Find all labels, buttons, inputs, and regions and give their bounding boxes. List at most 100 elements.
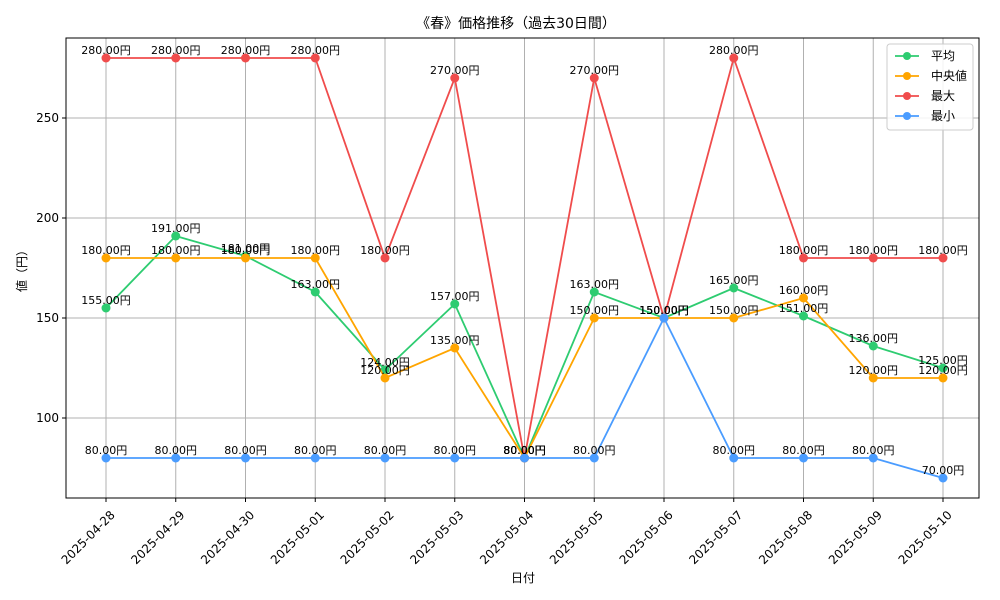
data-label: 150.00円 [570, 304, 620, 317]
data-label: 280.00円 [81, 44, 131, 57]
data-label: 270.00円 [430, 64, 480, 77]
data-label: 180.00円 [81, 244, 131, 257]
data-point [799, 311, 808, 321]
data-point [380, 365, 390, 375]
data-label: 270.00円 [570, 64, 620, 77]
data-point [659, 313, 669, 323]
x-tick-label: 2025-05-04 [477, 508, 536, 567]
data-point [241, 253, 250, 263]
data-point [310, 53, 320, 63]
data-point [938, 253, 948, 263]
data-label: 80.00円 [852, 444, 895, 457]
data-point [868, 253, 878, 263]
data-label: 180.00円 [291, 244, 341, 257]
y-tick-label: 100 [36, 411, 59, 425]
data-point [171, 253, 181, 263]
data-point [729, 283, 739, 293]
legend-entry: 平均 [931, 49, 955, 63]
data-label: 150.00円 [639, 304, 689, 317]
data-label: 180.00円 [779, 244, 829, 257]
data-label: 80.00円 [503, 444, 546, 457]
data-point [938, 473, 948, 483]
data-label: 150.00円 [709, 304, 759, 317]
x-axis-ticks: 2025-04-28 2025-04-29 2025-04-30 2025-05-01… [59, 498, 955, 567]
data-label: 280.00円 [221, 44, 271, 57]
data-point [868, 453, 878, 463]
data-label: 180.00円 [918, 244, 968, 257]
data-label: 80.00円 [364, 444, 407, 457]
data-label: 160.00円 [779, 284, 829, 297]
data-label: 180.00円 [221, 244, 271, 257]
data-label: 80.00円 [573, 444, 616, 457]
data-point [589, 313, 599, 323]
x-tick-label: 2025-05-10 [896, 508, 955, 567]
data-label: 163.00円 [570, 278, 620, 291]
data-label: 80.00円 [85, 444, 128, 457]
data-point [101, 453, 111, 463]
data-label: 280.00円 [151, 44, 201, 57]
data-point [729, 313, 739, 323]
data-point [310, 453, 320, 463]
data-label: 120.00円 [360, 364, 410, 377]
data-label: 120.00円 [849, 364, 899, 377]
x-tick-label: 2025-05-01 [268, 508, 327, 567]
data-point [520, 453, 529, 463]
data-point [171, 453, 181, 463]
data-point [380, 453, 390, 463]
data-point [799, 293, 808, 303]
y-tick-label: 200 [36, 211, 59, 225]
data-point [101, 53, 111, 63]
data-point [868, 373, 878, 383]
legend-entry: 中央値 [931, 68, 967, 83]
data-label: 136.00円 [849, 332, 899, 345]
data-point [868, 341, 878, 351]
data-point [380, 253, 390, 263]
data-point [241, 453, 250, 463]
data-point [938, 373, 948, 383]
data-labels: 155.00円 191.00円 181.00円 163.00円 124.00円 157.0… [81, 44, 968, 477]
data-label: 80.00円 [224, 444, 267, 457]
data-label: 280.00円 [291, 44, 341, 57]
data-label: 150.00円 [639, 304, 689, 317]
data-point [171, 53, 181, 63]
y-axis-ticks: 100 150 200 250 [36, 111, 66, 425]
data-point [729, 53, 739, 63]
data-label: 80.00円 [782, 444, 825, 457]
x-tick-label: 2025-05-08 [756, 508, 815, 567]
x-tick-label: 2025-04-30 [198, 508, 257, 567]
data-label: 80.00円 [503, 444, 546, 457]
legend-entry: 最大 [931, 89, 955, 103]
data-label: 165.00円 [709, 274, 759, 287]
data-label: 120.00円 [918, 364, 968, 377]
grid-lines [66, 38, 979, 498]
data-point [241, 53, 250, 63]
x-tick-label: 2025-05-09 [826, 508, 885, 567]
legend-marker [903, 52, 911, 60]
data-point [589, 73, 599, 83]
data-label: 80.00円 [434, 444, 477, 457]
data-point [101, 253, 111, 263]
data-label: 150.00円 [639, 304, 689, 317]
data-label: 80.00円 [155, 444, 198, 457]
data-point [799, 253, 808, 263]
data-point [450, 299, 460, 309]
data-point [101, 303, 111, 313]
data-label: 80.00円 [294, 444, 337, 457]
data-label: 80.00円 [503, 444, 546, 457]
data-point [310, 287, 320, 297]
legend-marker [903, 72, 911, 80]
data-point [310, 253, 320, 263]
data-label: 70.00円 [922, 464, 965, 477]
data-label: 180.00円 [151, 244, 201, 257]
legend-marker [903, 112, 911, 120]
data-label: 180.00円 [849, 244, 899, 257]
data-label: 191.00円 [151, 222, 201, 235]
plot-frame [65, 37, 980, 499]
data-label: 80.00円 [713, 444, 756, 457]
data-label: 157.00円 [430, 290, 480, 303]
x-tick-label: 2025-05-03 [407, 508, 466, 567]
x-tick-label: 2025-04-29 [128, 508, 187, 567]
data-label: 150.00円 [639, 304, 689, 317]
